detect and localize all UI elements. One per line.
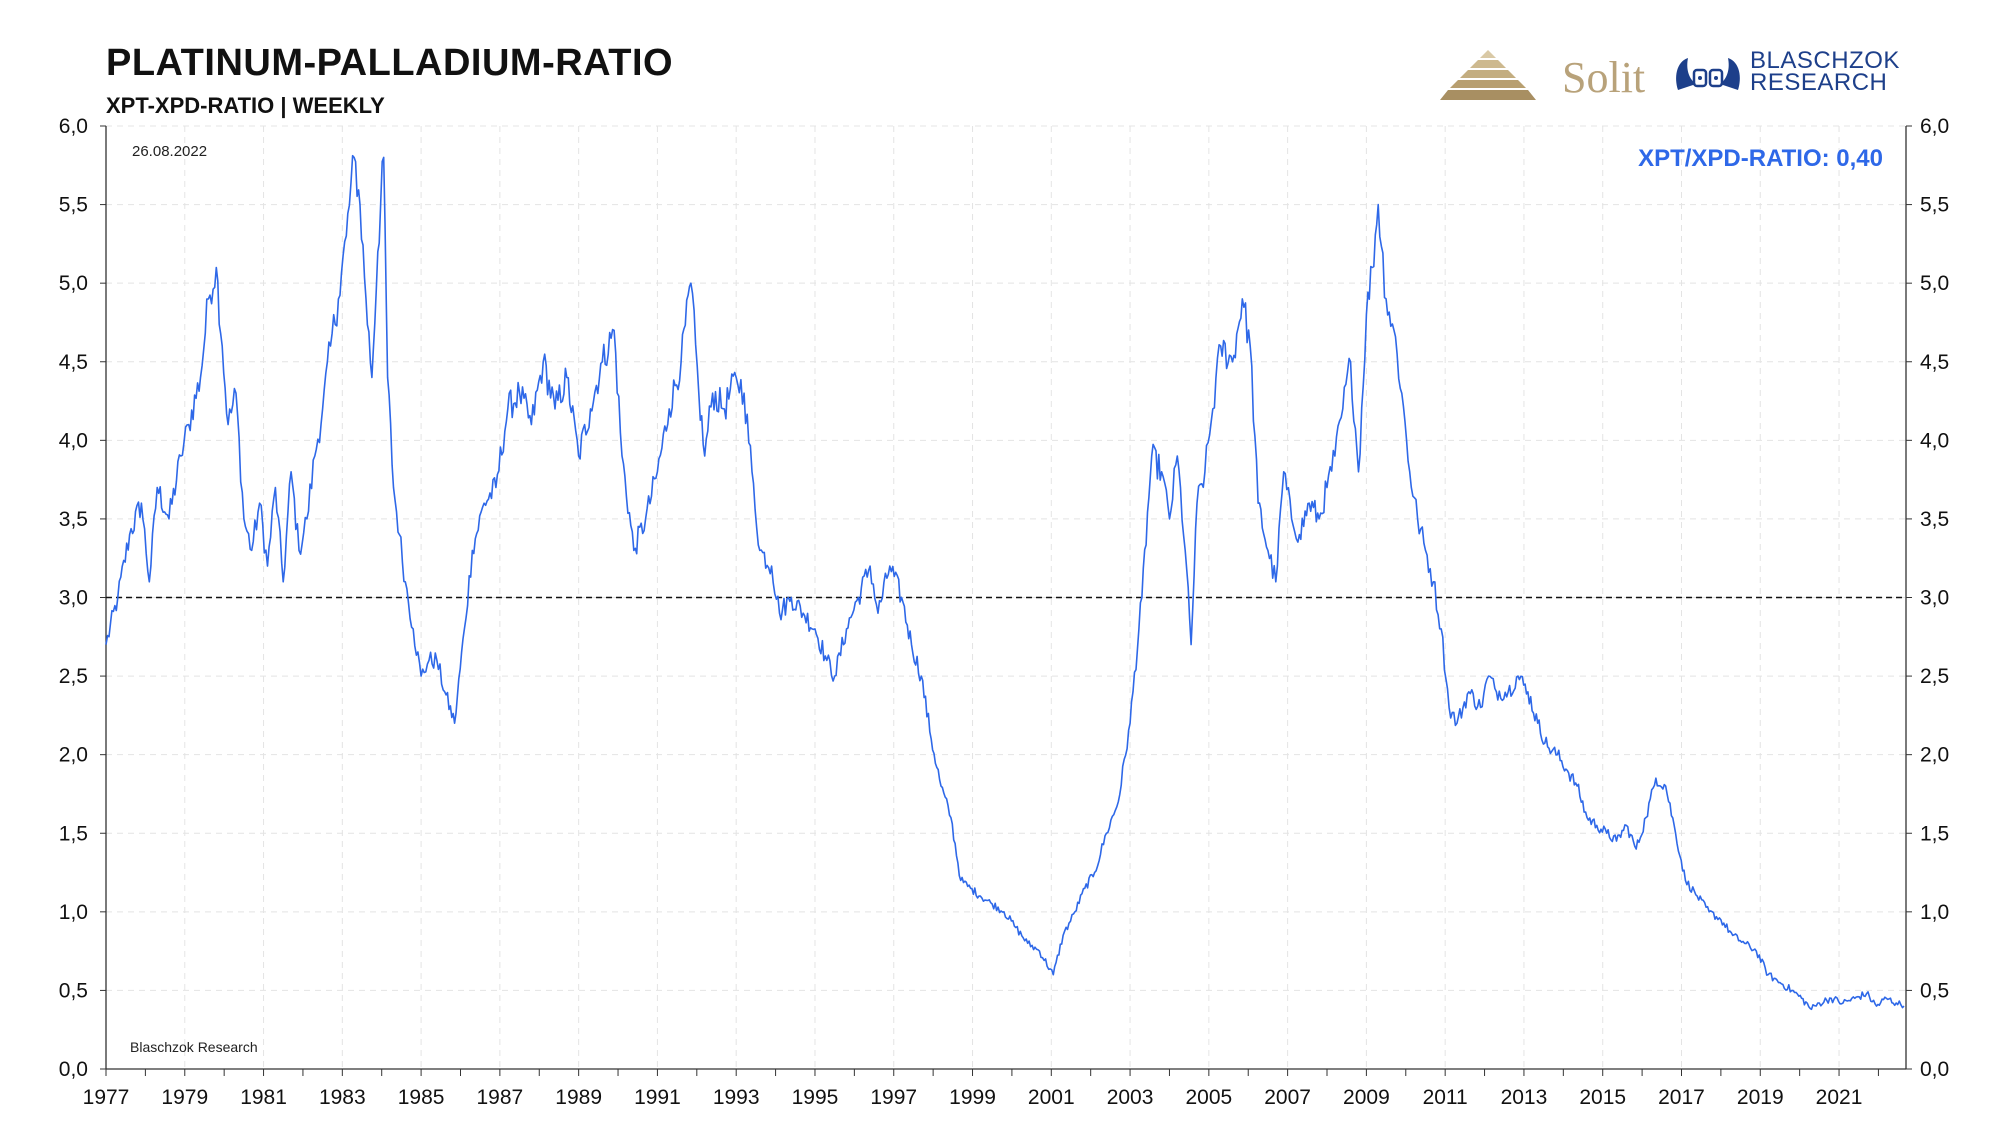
x-tick-label: 2019 xyxy=(1737,1086,1784,1109)
y-tick-label-left: 6,0 xyxy=(59,115,88,138)
y-tick-label-left: 0,5 xyxy=(59,979,88,1002)
x-tick-label: 1981 xyxy=(240,1086,287,1109)
y-tick-label-left: 2,0 xyxy=(59,744,88,767)
x-tick-label: 2021 xyxy=(1816,1086,1863,1109)
x-tick-label: 1991 xyxy=(634,1086,681,1109)
x-tick-label: 2005 xyxy=(1185,1086,1232,1109)
x-tick-label: 2013 xyxy=(1501,1086,1548,1109)
y-tick-label-right: 6,0 xyxy=(1920,115,1949,138)
blaschzok-logo-line2: RESEARCH xyxy=(1750,69,1888,96)
y-tick-label-right: 2,0 xyxy=(1920,744,1949,767)
source-annotation: Blaschzok Research xyxy=(130,1039,258,1055)
y-tick-label-left: 1,0 xyxy=(59,901,88,924)
series-line-xpt-xpd xyxy=(105,154,1905,1011)
x-tick-label: 2009 xyxy=(1343,1086,1390,1109)
y-axis-right-ticks: 0,0 0,5 1,0 1,5 2,0 2,5 3,0 3,5 4,0 4,5 5,0 5,5 6,0 xyxy=(1920,115,1949,1081)
x-tick-label: 2007 xyxy=(1264,1086,1311,1109)
axes xyxy=(100,125,1912,1076)
y-tick-label-right: 3,5 xyxy=(1920,508,1949,531)
y-tick-label-right: 1,0 xyxy=(1920,901,1949,924)
y-tick-label-right: 0,0 xyxy=(1920,1058,1949,1081)
x-tick-label: 1983 xyxy=(319,1086,366,1109)
x-tick-label: 2003 xyxy=(1107,1086,1154,1109)
x-tick-label: 2011 xyxy=(1423,1086,1468,1109)
x-tick-label: 2017 xyxy=(1658,1086,1705,1109)
x-tick-label: 1989 xyxy=(555,1086,602,1109)
x-tick-label: 1987 xyxy=(477,1086,524,1109)
y-tick-label-right: 5,5 xyxy=(1920,194,1949,217)
y-tick-label-left: 5,5 xyxy=(59,194,88,217)
blaschzok-research-logo: BLASCHZOK RESEARCH xyxy=(1750,47,1900,96)
solit-pyramid-logo-icon xyxy=(1440,50,1536,100)
blaschzok-logo-line1: BLASCHZOK xyxy=(1750,47,1900,74)
grid-lines xyxy=(106,125,1906,1070)
x-tick-label: 1977 xyxy=(83,1086,130,1109)
x-tick-label: 1985 xyxy=(398,1086,445,1109)
y-tick-label-left: 1,5 xyxy=(59,822,88,845)
chart-subtitle: XPT-XPD-RATIO | WEEKLY xyxy=(106,93,385,118)
y-tick-label-left: 3,5 xyxy=(59,508,88,531)
blaschzok-emblem-icon xyxy=(1676,58,1740,90)
x-tick-label: 2015 xyxy=(1579,1086,1626,1109)
x-tick-label: 1995 xyxy=(792,1086,839,1109)
x-tick-label: 1997 xyxy=(870,1086,917,1109)
y-tick-label-left: 3,0 xyxy=(59,587,88,610)
x-tick-label: 1999 xyxy=(949,1086,996,1109)
date-annotation: 26.08.2022 xyxy=(132,143,208,160)
y-tick-label-left: 4,0 xyxy=(59,429,88,452)
y-tick-label-left: 5,0 xyxy=(59,272,88,295)
chart-title: PLATINUM-PALLADIUM-RATIO xyxy=(106,42,674,84)
x-tick-label: 2001 xyxy=(1028,1086,1075,1109)
y-tick-label-left: 4,5 xyxy=(59,351,88,374)
y-tick-label-left: 2,5 xyxy=(59,665,88,688)
x-axis-ticks: 1977 1979 1981 1983 1985 1987 1989 1991 1993 1995… xyxy=(83,1086,1863,1109)
y-tick-label-right: 4,0 xyxy=(1920,429,1949,452)
y-tick-label-right: 4,5 xyxy=(1920,351,1949,374)
x-tick-label: 1993 xyxy=(713,1086,760,1109)
y-axis-left-ticks: 0,0 0,5 1,0 1,5 2,0 2,5 3,0 3,5 4,0 4,5 5,0 5,5 6,0 xyxy=(59,115,88,1081)
current-value-annotation: XPT/XPD-RATIO: 0,40 xyxy=(1638,145,1883,172)
solit-logo: Solit xyxy=(1562,53,1646,102)
y-tick-label-right: 1,5 xyxy=(1920,822,1949,845)
y-tick-label-right: 0,5 xyxy=(1920,979,1949,1002)
y-tick-label-right: 5,0 xyxy=(1920,272,1949,295)
x-tick-label: 1979 xyxy=(161,1086,208,1109)
y-tick-label-right: 3,0 xyxy=(1920,587,1949,610)
y-tick-label-right: 2,5 xyxy=(1920,665,1949,688)
y-tick-label-left: 0,0 xyxy=(59,1058,88,1081)
